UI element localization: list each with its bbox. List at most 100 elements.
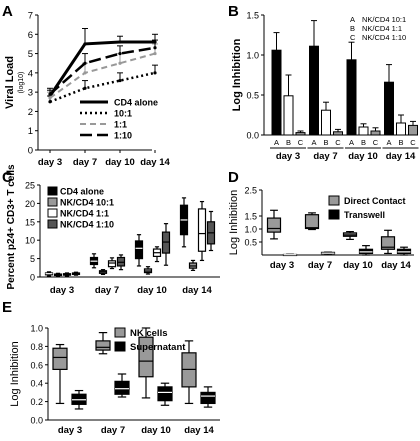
panel-letter-b: B <box>228 3 239 20</box>
panel-d-x-label: day 3 <box>270 260 294 271</box>
panel-c-y-tick-label: 15 <box>25 217 35 227</box>
panel-e-x-label: day 7 <box>101 425 125 436</box>
panel-e-iqr <box>200 391 216 405</box>
panel-c-box <box>134 234 144 267</box>
panel-e-box <box>181 340 197 405</box>
panel-b-bar-group <box>333 128 343 136</box>
panel-c-box <box>53 272 63 277</box>
panel-c-x-label: day 10 <box>137 285 167 296</box>
panel-b-y-tick-label: 0.5 <box>246 91 259 101</box>
panel-e-y-tick-label: 0.8 <box>30 342 43 352</box>
panel-b-bar-letter: A <box>311 138 316 147</box>
panel-e-iqr <box>95 340 111 351</box>
panel-d-y-tick-label: 1.0 <box>244 225 257 235</box>
panel-a-series-3 <box>47 43 158 100</box>
panel-b-bar-letter: C <box>373 138 379 147</box>
panel-b-bar-letter: B <box>361 138 366 147</box>
panel-e-iqr <box>157 386 173 402</box>
panel-e-y-tick-label: 1.0 <box>30 324 43 334</box>
panel-c-iqr <box>107 260 117 268</box>
panel-b-legend-label: NK/CD4 1:10 <box>362 33 406 42</box>
panel-a-y-tick-label: 1 <box>28 126 33 137</box>
panel-a-x-tick-label: day 7 <box>73 157 97 168</box>
panel-a-point <box>153 51 157 56</box>
panel-c-box <box>89 253 99 269</box>
panel-c-legend-label: NK/CD4 1:10 <box>60 220 114 230</box>
panel-d-iqr <box>266 217 282 233</box>
panel-letter-a: A <box>2 3 13 20</box>
panel-b-bar <box>346 59 357 136</box>
panel-b-bar-group <box>358 123 369 136</box>
panel-c-legend-label: NK/CD4 1:1 <box>60 209 109 219</box>
panel-a-y-label: Viral Load <box>4 56 16 109</box>
panel-d-legend-label: Transwell <box>344 210 385 220</box>
panel-b-group-label: day 7 <box>313 151 337 162</box>
panel-a-point <box>83 86 87 90</box>
panel-c-box <box>107 257 117 270</box>
panel-c-box <box>188 259 198 271</box>
panel-b-legend-label: NK/CD4 10:1 <box>362 15 406 24</box>
panel-b-bar-group <box>408 120 418 136</box>
panel-c-y-tick-label: 0 <box>30 273 35 283</box>
panel-a-point <box>83 42 87 46</box>
panel-c-box <box>197 200 207 262</box>
panel-c-box <box>179 197 189 248</box>
panel-b-bar-letter: A <box>274 138 279 147</box>
panel-a-y-tick-label: 4 <box>28 68 33 79</box>
panel-b-bar-letter: C <box>410 138 416 147</box>
panel-c-legend-swatch <box>47 186 58 196</box>
panel-b-legend-label: NK/CD4 1:1 <box>362 24 402 33</box>
panel-e-box <box>52 343 68 405</box>
panel-c-y-tick-label: 25 <box>25 181 35 191</box>
panel-d-box <box>320 251 336 256</box>
panel-b-bar-group <box>370 127 381 136</box>
panel-e-x-label: day 10 <box>141 425 171 436</box>
panel-letter-d: D <box>228 169 239 186</box>
panel-d-x-label: day 14 <box>381 260 411 271</box>
panel-b-bar-letter: A <box>349 138 354 147</box>
panel-d-box <box>342 231 358 240</box>
panel-e-x-label: day 14 <box>184 425 214 436</box>
panel-a-point <box>48 96 52 100</box>
panel-b-bar-group <box>384 64 394 136</box>
panel-a-legend-label: 10:1 <box>114 109 132 119</box>
panel-a-series-1 <box>47 28 158 98</box>
panel-d-box <box>266 209 282 240</box>
panel-b-bar-group <box>346 41 357 136</box>
panel-a-x-tick-label: day 10 <box>105 157 135 168</box>
panel-b-group-label: day 14 <box>386 151 416 162</box>
panel-c-box <box>152 246 162 263</box>
panel-a-point <box>153 71 157 75</box>
panel-d-x-label: day 7 <box>308 260 332 271</box>
panel-d-y-label: Log Inhibition <box>228 190 240 255</box>
panel-e-box <box>200 386 216 408</box>
panel-c-box <box>62 272 72 277</box>
panel-a-point <box>48 100 52 104</box>
panel-b-bar <box>309 45 319 136</box>
panel-b-bar <box>271 49 282 136</box>
panel-c-box <box>44 271 54 277</box>
panel-b-y-tick-label: 1.5 <box>246 11 259 21</box>
panel-e-legend-label: NK cells <box>130 328 168 339</box>
panel-b-y-tick-label: 0.0 <box>246 131 259 141</box>
panel-b-bar-letter: A <box>386 138 391 147</box>
panel-b-y-tick-label: 1.0 <box>246 51 259 61</box>
panel-d-legend-swatch <box>328 209 340 220</box>
panel-a-legend-label: CD4 alone <box>114 98 158 108</box>
panel-c-box <box>71 271 81 276</box>
panel-b-bar-letter: B <box>323 138 328 147</box>
panel-c-legend-swatch <box>47 219 58 229</box>
panel-a-point <box>83 61 87 65</box>
panel-b-bar-group <box>321 101 331 136</box>
panel-a-point <box>118 61 122 65</box>
panel-e-box <box>138 327 154 399</box>
panel-e-y-tick-label: 0.6 <box>30 360 43 370</box>
panel-b-bar-letter: B <box>398 138 403 147</box>
panel-a-point <box>118 51 122 56</box>
panel-e-box <box>114 373 130 398</box>
panel-d-legend-label: Direct Contact <box>344 196 406 206</box>
panel-c-iqr <box>197 208 207 252</box>
panel-e-y-tick-label: 0.4 <box>30 379 43 389</box>
panel-e-y-label: Log Inhibition <box>9 341 21 406</box>
